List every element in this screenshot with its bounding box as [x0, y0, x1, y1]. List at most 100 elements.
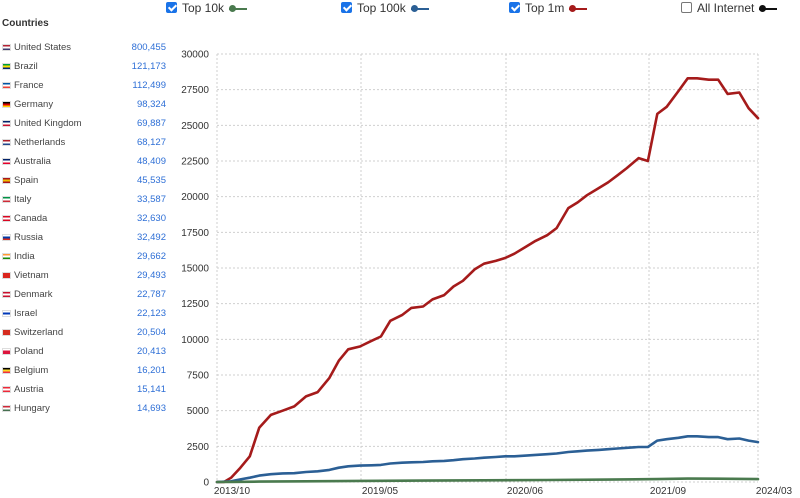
flag-icon [2, 158, 11, 165]
y-tick-label: 20000 [181, 192, 209, 203]
country-row[interactable]: Switzerland 20,504 [0, 326, 170, 345]
legend-line-swatch [410, 8, 429, 10]
country-name: India [14, 251, 35, 262]
country-name: Netherlands [14, 137, 66, 148]
country-row[interactable]: United Kingdom 69,887 [0, 117, 170, 136]
flag-icon [2, 367, 11, 374]
country-row[interactable]: Netherlands 68,127 [0, 136, 170, 155]
flag-icon [2, 215, 11, 222]
country-row[interactable]: Brazil 121,173 [0, 60, 170, 79]
country-name: Russia [14, 232, 44, 243]
country-count: 45,535 [136, 175, 166, 186]
flag-icon [2, 120, 11, 127]
country-name: Switzerland [14, 327, 64, 338]
country-row[interactable]: France 112,499 [0, 79, 170, 98]
flag-icon [2, 196, 11, 203]
legend-label: Top 1m [525, 1, 565, 15]
country-name: Australia [14, 156, 51, 167]
flag-icon [2, 177, 11, 184]
x-tick-label: 2020/06 [507, 486, 544, 497]
country-row[interactable]: Austria 15,141 [0, 383, 170, 402]
country-count: 15,141 [136, 384, 166, 395]
x-tick-label: 2013/10 [214, 486, 251, 497]
y-tick-label: 0 [203, 478, 209, 489]
country-count: 121,173 [131, 61, 166, 72]
legend-dot-icon [410, 5, 418, 12]
country-name: Italy [14, 194, 32, 205]
series-line-top-10k [215, 477, 760, 484]
country-count: 32,630 [136, 213, 166, 224]
flag-icon [2, 44, 11, 51]
country-row[interactable]: Australia 48,409 [0, 155, 170, 174]
flag-icon [2, 272, 11, 279]
country-row[interactable]: Israel 22,123 [0, 307, 170, 326]
country-row[interactable]: Germany 98,324 [0, 98, 170, 117]
legend-checkbox[interactable] [166, 2, 177, 13]
x-tick-label: 2024/03 [756, 486, 793, 497]
country-row[interactable]: Hungary 14,693 [0, 402, 170, 421]
country-name: Canada [14, 213, 48, 224]
y-tick-label: 17500 [181, 228, 209, 239]
country-row[interactable]: Canada 32,630 [0, 212, 170, 231]
country-count: 800,455 [131, 42, 166, 53]
country-name: Belgium [14, 365, 49, 376]
country-name: Israel [14, 308, 38, 319]
country-count: 48,409 [136, 156, 166, 167]
y-tick-label: 2500 [187, 442, 210, 453]
legend-checkbox[interactable] [341, 2, 352, 13]
country-row[interactable]: United States 800,455 [0, 41, 170, 60]
legend-dot-icon [229, 5, 237, 12]
country-name: Brazil [14, 61, 38, 72]
country-row[interactable]: India 29,662 [0, 250, 170, 269]
country-row[interactable]: Belgium 16,201 [0, 364, 170, 383]
country-row[interactable]: Russia 32,492 [0, 231, 170, 250]
country-count: 98,324 [136, 99, 166, 110]
country-name: Vietnam [14, 270, 49, 281]
country-count: 32,492 [136, 232, 166, 243]
country-name: Poland [14, 346, 44, 357]
country-count: 22,787 [136, 289, 166, 300]
country-count: 68,127 [136, 137, 166, 148]
country-row[interactable]: Denmark 22,787 [0, 288, 170, 307]
country-count: 14,693 [136, 403, 166, 414]
flag-icon [2, 253, 11, 260]
legend-line-swatch [759, 8, 778, 10]
legend-checkbox[interactable] [681, 2, 692, 13]
country-row[interactable]: Poland 20,413 [0, 345, 170, 364]
flag-icon [2, 63, 11, 70]
legend-label: Top 100k [357, 1, 406, 15]
x-tick-label: 2021/09 [650, 486, 687, 497]
legend-label: All Internet [697, 1, 755, 15]
y-tick-label: 15000 [181, 264, 209, 275]
country-name: Germany [14, 99, 54, 110]
country-name: France [14, 80, 44, 91]
country-row[interactable]: Vietnam 29,493 [0, 269, 170, 288]
y-tick-label: 22500 [181, 157, 209, 168]
country-name: Denmark [14, 289, 53, 300]
legend-line-swatch [229, 8, 248, 10]
flag-icon [2, 386, 11, 393]
legend-label: Top 10k [182, 1, 225, 15]
countries-panel: Countries United States 800,455 Brazil 121,… [0, 0, 170, 498]
flag-icon [2, 82, 11, 89]
series-line-top-1m [215, 77, 760, 484]
flag-icon [2, 329, 11, 336]
country-name: Austria [14, 384, 44, 395]
country-count: 29,662 [136, 251, 166, 262]
series-line-top-100k [215, 435, 760, 484]
country-row[interactable]: Spain 45,535 [0, 174, 170, 193]
y-tick-label: 25000 [181, 121, 209, 132]
legend-checkbox[interactable] [509, 2, 520, 13]
y-tick-label: 10000 [181, 335, 209, 346]
legend-dot-icon [569, 5, 577, 12]
y-tick-label: 12500 [181, 299, 209, 310]
country-count: 20,504 [136, 327, 166, 338]
y-tick-label: 30000 [181, 50, 209, 61]
legend-dot-icon [759, 5, 767, 12]
country-count: 112,499 [132, 80, 166, 91]
legend: Top 10k Top 100k Top 1m All Internet [160, 0, 800, 18]
country-row[interactable]: Italy 33,587 [0, 193, 170, 212]
flag-icon [2, 234, 11, 241]
flag-icon [2, 310, 11, 317]
